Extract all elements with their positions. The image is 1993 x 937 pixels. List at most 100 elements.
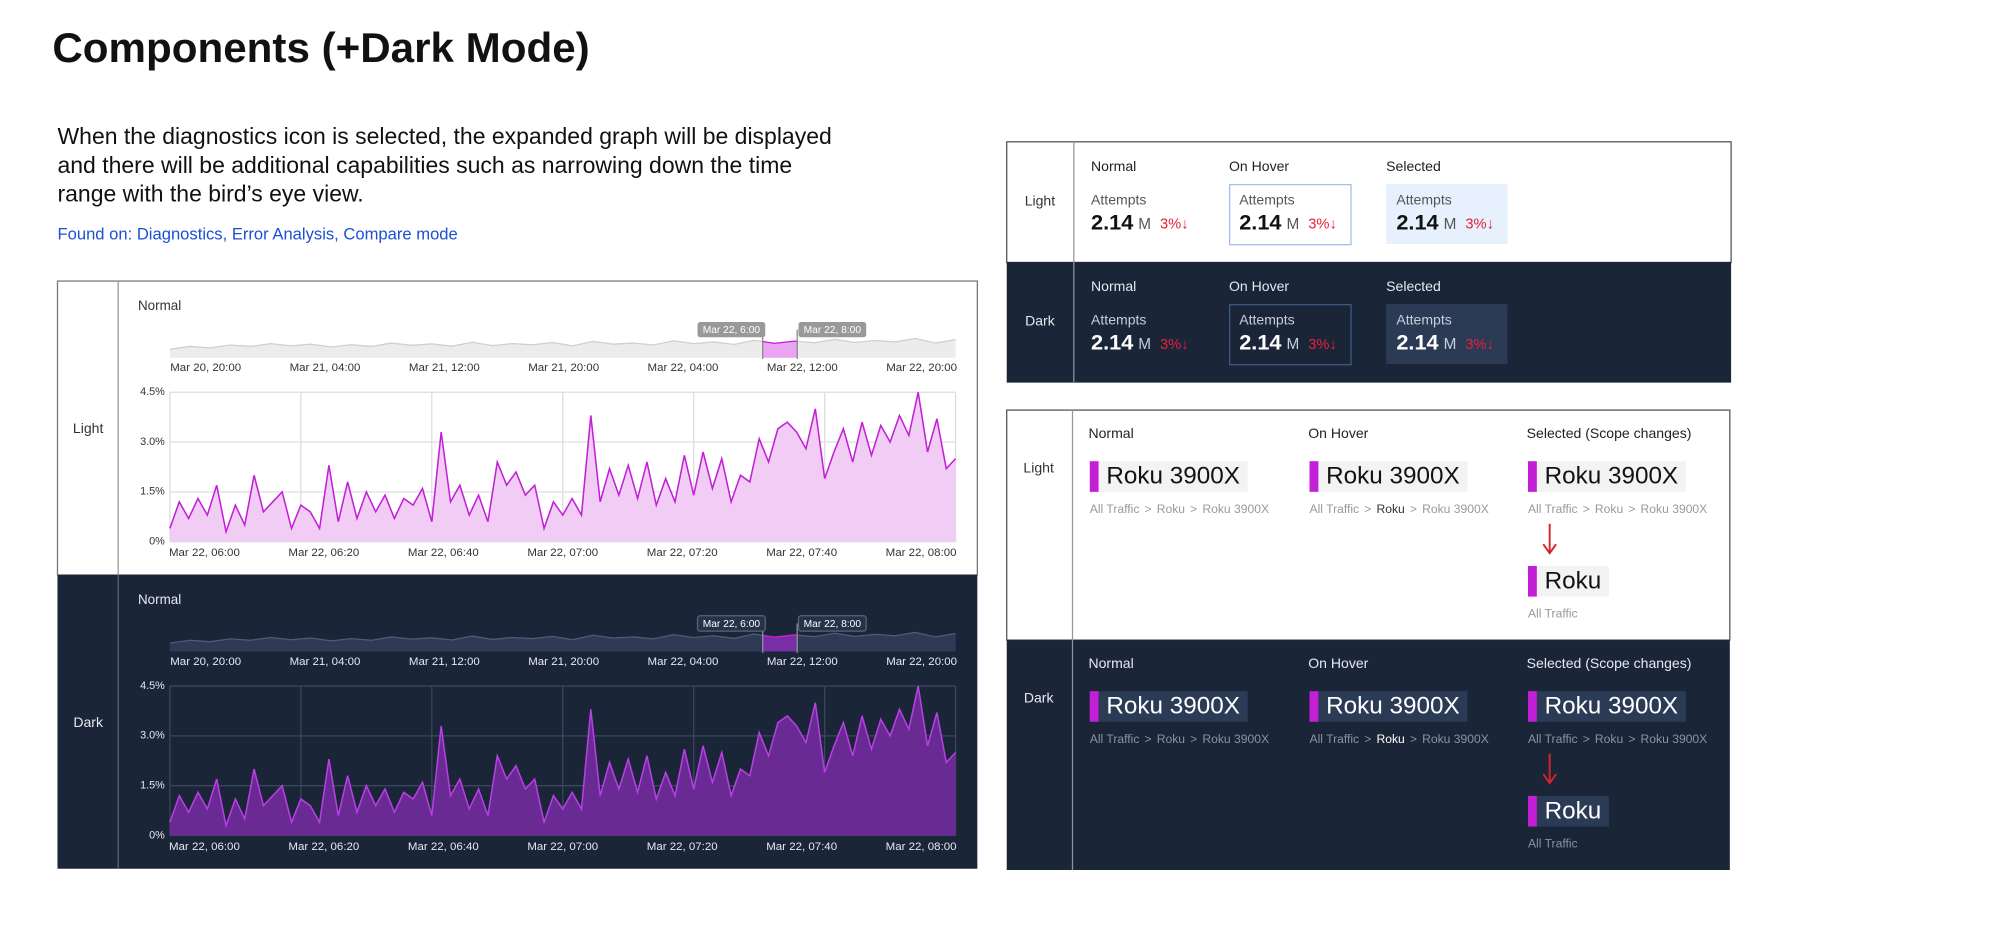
chip-bar bbox=[1309, 691, 1319, 722]
theme-label: Light bbox=[1025, 193, 1056, 209]
metric-change: 3%↓ bbox=[1160, 217, 1189, 233]
crumb: Roku bbox=[1595, 502, 1623, 516]
metric-value: 2.14 bbox=[1396, 209, 1438, 234]
state-label: Selected bbox=[1386, 158, 1441, 174]
chip-background bbox=[1318, 691, 1468, 722]
card-selected bbox=[1386, 304, 1508, 365]
selection-area bbox=[762, 341, 798, 358]
metric-value: 2.14 bbox=[1239, 209, 1281, 234]
scope-arrow-head bbox=[1542, 543, 1557, 555]
tooltip bbox=[798, 321, 867, 338]
crumb: Roku 3900X bbox=[1641, 732, 1708, 746]
metric-value: 2.14 bbox=[1396, 329, 1438, 354]
card-selected bbox=[1386, 183, 1508, 245]
x-tick-label: Mar 22, 06:00 bbox=[169, 547, 240, 559]
crumb: Roku bbox=[1376, 502, 1404, 516]
scope-name: Roku 3900X bbox=[1545, 693, 1679, 720]
description-line: and there will be additional capabilitie… bbox=[57, 152, 792, 178]
metric-change: 3%↓ bbox=[1308, 337, 1337, 353]
chip-background bbox=[1098, 461, 1248, 492]
x-tick-label: Mar 22, 12:00 bbox=[767, 362, 838, 374]
theme-label: Dark bbox=[1024, 690, 1055, 706]
crumb: All Traffic bbox=[1309, 502, 1359, 516]
content: Components (+Dark Mode) When the diagnost… bbox=[52, 24, 1732, 871]
crumb-separator: > bbox=[1628, 502, 1635, 516]
x-tick-label: Mar 21, 12:00 bbox=[409, 362, 480, 374]
x-tick-label: Mar 22, 07:20 bbox=[647, 547, 718, 559]
metric-name: Attempts bbox=[1239, 311, 1294, 327]
metric-change: 3%↓ bbox=[1160, 337, 1189, 353]
y-tick-label: 1.5% bbox=[140, 486, 165, 498]
x-tick-label: Mar 20, 20:00 bbox=[170, 362, 241, 374]
line bbox=[169, 392, 957, 535]
x-tick-label: Mar 22, 04:00 bbox=[648, 656, 719, 668]
metric-unit: M bbox=[1444, 216, 1457, 233]
metric-change: 3%↓ bbox=[1465, 217, 1494, 233]
area bbox=[169, 686, 956, 836]
crumb: Roku 3900X bbox=[1202, 732, 1269, 746]
breadcrumb-section bbox=[1006, 409, 1731, 641]
crumb: Roku 3900X bbox=[1422, 732, 1489, 746]
scope-name: Roku bbox=[1545, 567, 1602, 594]
y-tick-label: 3.0% bbox=[140, 730, 165, 742]
scope-name: Roku 3900X bbox=[1106, 693, 1240, 720]
state-label: On Hover bbox=[1229, 158, 1289, 174]
metric-unit: M bbox=[1287, 216, 1300, 233]
state-label: Selected bbox=[1386, 278, 1441, 294]
metric-name: Attempts bbox=[1396, 191, 1451, 207]
description-line: When the diagnostics icon is selected, t… bbox=[57, 123, 831, 149]
metric-name: Attempts bbox=[1239, 191, 1294, 207]
state-label: Normal bbox=[1091, 158, 1136, 174]
overview-area bbox=[169, 632, 956, 652]
state-label: Normal bbox=[138, 298, 181, 313]
theme-label: Light bbox=[1023, 460, 1054, 476]
tooltip-label: Mar 22, 6:00 bbox=[703, 619, 761, 630]
crumb-separator: > bbox=[1364, 502, 1371, 516]
state-label: On Hover bbox=[1229, 278, 1289, 294]
scope-name: Roku 3900X bbox=[1326, 463, 1460, 490]
metric-value: 2.14 bbox=[1239, 329, 1281, 354]
x-tick-label: Mar 21, 20:00 bbox=[528, 656, 599, 668]
tooltip bbox=[797, 615, 867, 632]
y-tick-label: 4.5% bbox=[140, 680, 165, 692]
y-tick-label: 4.5% bbox=[140, 386, 165, 398]
y-tick-label: 0% bbox=[149, 829, 165, 841]
breadcrumb-section bbox=[1006, 640, 1730, 871]
x-tick-label: Mar 22, 08:00 bbox=[886, 841, 957, 853]
chip-background bbox=[1536, 461, 1686, 492]
page-title: Components (+Dark Mode) bbox=[52, 24, 589, 71]
state-label: Normal bbox=[1088, 425, 1133, 441]
crumb: All Traffic bbox=[1528, 607, 1578, 621]
crumb: All Traffic bbox=[1090, 732, 1140, 746]
x-tick-label: Mar 22, 07:00 bbox=[527, 547, 598, 559]
metric-name: Attempts bbox=[1396, 311, 1451, 327]
description-line: range with the bird’s eye view. bbox=[57, 181, 363, 207]
crumb: All Traffic bbox=[1528, 732, 1578, 746]
crumb-separator: > bbox=[1583, 502, 1590, 516]
crumb: Roku 3900X bbox=[1202, 502, 1269, 516]
crumb: Roku bbox=[1157, 502, 1185, 516]
chip-bar bbox=[1089, 691, 1099, 722]
state-label: Selected (Scope changes) bbox=[1527, 425, 1692, 441]
crumb: All Traffic bbox=[1528, 837, 1578, 851]
state-label: Selected (Scope changes) bbox=[1527, 655, 1692, 671]
scope-name: Roku 3900X bbox=[1106, 463, 1240, 490]
crumb: Roku bbox=[1376, 732, 1404, 746]
x-tick-label: Mar 22, 20:00 bbox=[886, 656, 957, 668]
x-tick-label: Mar 22, 06:40 bbox=[408, 841, 479, 853]
x-tick-label: Mar 22, 08:00 bbox=[886, 547, 957, 559]
x-tick-label: Mar 22, 07:20 bbox=[647, 841, 718, 853]
x-tick-label: Mar 22, 12:00 bbox=[767, 656, 838, 668]
y-tick-label: 0% bbox=[149, 536, 165, 548]
x-tick-label: Mar 22, 06:40 bbox=[408, 547, 479, 559]
x-tick-label: Mar 22, 07:40 bbox=[766, 547, 837, 559]
crumb: Roku bbox=[1595, 732, 1623, 746]
x-tick-label: Mar 22, 06:00 bbox=[169, 841, 240, 853]
area bbox=[169, 392, 956, 542]
x-tick-label: Mar 21, 12:00 bbox=[409, 656, 480, 668]
metric-value: 2.14 bbox=[1091, 209, 1133, 234]
tooltip-label: Mar 22, 6:00 bbox=[703, 325, 761, 336]
chip-background bbox=[1536, 565, 1609, 597]
